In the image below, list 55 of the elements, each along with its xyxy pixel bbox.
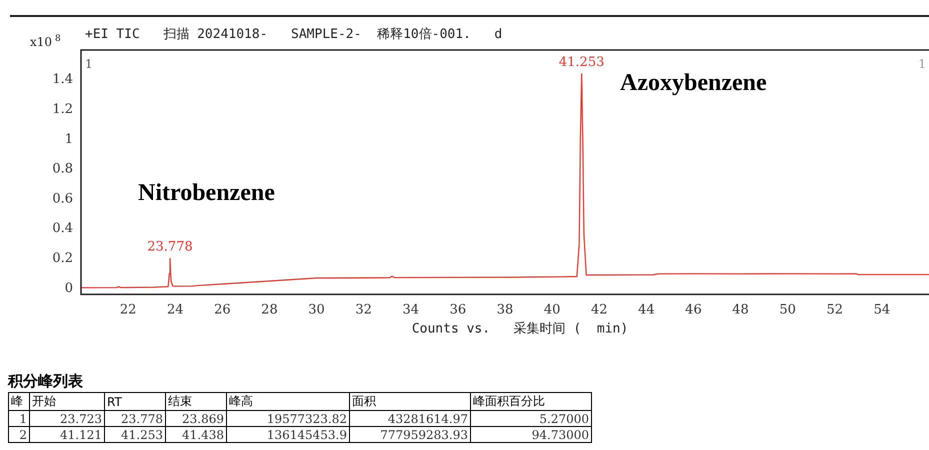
text: 41.438 (166, 426, 226, 442)
x-tick-label: 32 (355, 302, 372, 318)
x-tick-label: 50 (779, 302, 796, 318)
x-tick-label: 42 (590, 302, 608, 318)
text: 5.27000 (470, 410, 592, 426)
x-tick-label: 36 (450, 302, 466, 318)
text: 面积 (350, 392, 470, 410)
text: 94.73000 (470, 426, 592, 442)
text: 开始 (30, 392, 104, 410)
text: 41.121 (30, 426, 104, 442)
text: 23.723 (30, 410, 104, 426)
annotation: 1 (85, 57, 93, 71)
chart-title: +EI TIC 扫描 20241018- SAMPLE-2- 稀释10倍-001. d (85, 27, 502, 42)
text: 结束 (166, 392, 226, 410)
x-tick-label: 40 (544, 302, 560, 318)
annotation: 1 (918, 57, 926, 71)
annotation: Nitrobenzene (138, 180, 276, 206)
x-tick-label: 48 (732, 302, 749, 318)
x-tick-label: 28 (261, 302, 278, 318)
text: 1 (8, 410, 30, 426)
x-tick-label: 34 (402, 302, 420, 318)
y-tick-label: 0 (64, 280, 73, 296)
text: 19577323.82 (226, 410, 350, 426)
x-tick-label: 46 (685, 302, 702, 318)
annotation: Azoxybenzene (620, 70, 767, 96)
x-tick-label: 30 (308, 302, 325, 318)
annotation: 23.778 (147, 240, 193, 255)
x-tick-label: 52 (826, 302, 844, 318)
annotation: 41.253 (558, 54, 604, 70)
text: 峰面积百分比 (470, 392, 592, 410)
y-tick-label: 1.4 (52, 72, 73, 88)
x-axis-title: Counts vs. 采集时间 ( min) (412, 321, 628, 336)
text: 积分峰列表 (8, 372, 84, 391)
text: 2 (8, 426, 30, 442)
text: 峰 (8, 392, 30, 410)
x-tick-label: 38 (496, 302, 514, 318)
y-tick-label: 0.4 (52, 221, 73, 236)
x-tick-label: 22 (120, 302, 136, 318)
x-tick-label: 24 (166, 302, 184, 318)
y-tick-label: 0.6 (52, 191, 73, 206)
text: 23.778 (104, 410, 166, 426)
x-tick-label: 26 (214, 302, 231, 318)
y-tick-label: 1.2 (52, 102, 73, 117)
text: 23.869 (166, 410, 226, 426)
y-tick-label: 0.8 (52, 162, 73, 177)
text: 41.253 (104, 426, 166, 442)
text: 777959283.93 (350, 426, 470, 442)
text: 43281614.97 (350, 410, 470, 426)
y-tick-label: 0.2 (52, 251, 73, 266)
y-tick-label: 1 (64, 132, 73, 147)
text: RT (104, 392, 166, 410)
text: 峰高 (226, 392, 350, 410)
text: 136145453.9 (226, 426, 350, 442)
x-tick-label: 44 (638, 302, 655, 318)
x-tick-label: 54 (874, 302, 890, 318)
